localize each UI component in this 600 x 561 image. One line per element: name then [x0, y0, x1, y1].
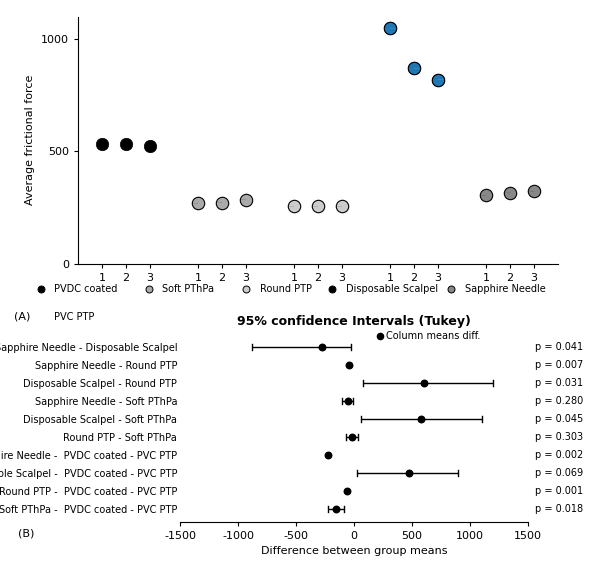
Text: p = 0.041: p = 0.041	[535, 342, 583, 352]
Text: p = 0.303: p = 0.303	[535, 432, 583, 442]
Point	[241, 195, 251, 204]
Text: Round PTP: Round PTP	[260, 284, 311, 294]
Text: p = 0.002: p = 0.002	[535, 450, 583, 460]
Point	[121, 139, 131, 148]
Text: PVDC coated: PVDC coated	[54, 284, 118, 294]
Point	[419, 379, 428, 388]
Point	[385, 24, 395, 33]
Text: p = 0.069: p = 0.069	[535, 468, 583, 478]
Text: (B): (B)	[18, 528, 34, 539]
Point	[409, 64, 419, 73]
Point	[331, 505, 341, 514]
Point	[317, 343, 326, 352]
Point	[342, 486, 352, 495]
Point	[375, 332, 385, 341]
Point	[416, 415, 426, 424]
Text: p = 0.031: p = 0.031	[535, 378, 583, 388]
Point	[193, 199, 203, 208]
Point	[505, 188, 515, 197]
Y-axis label: Average frictional force: Average frictional force	[25, 75, 35, 205]
Text: Column means diff.: Column means diff.	[386, 332, 481, 342]
Point	[347, 433, 356, 442]
Title: 95% confidence Intervals (Tukey): 95% confidence Intervals (Tukey)	[237, 315, 471, 328]
Text: PVC PTP: PVC PTP	[54, 312, 95, 322]
Point	[481, 191, 491, 200]
Point	[409, 64, 419, 73]
Point	[529, 187, 539, 196]
Point	[433, 75, 443, 84]
Point	[433, 75, 443, 84]
Text: Soft PThPa: Soft PThPa	[162, 284, 214, 294]
Text: Disposable Scalpel: Disposable Scalpel	[346, 284, 438, 294]
Point	[344, 361, 354, 370]
Point	[385, 24, 395, 33]
X-axis label: Difference between group means: Difference between group means	[261, 546, 447, 557]
Point	[145, 141, 155, 150]
Point	[343, 397, 352, 406]
Text: Sapphire Needle: Sapphire Needle	[465, 284, 545, 294]
Point	[323, 450, 333, 459]
Point	[313, 202, 323, 211]
Text: p = 0.007: p = 0.007	[535, 360, 583, 370]
Text: p = 0.018: p = 0.018	[535, 504, 583, 514]
Point	[337, 202, 347, 211]
Text: p = 0.001: p = 0.001	[535, 486, 583, 496]
Point	[404, 468, 413, 477]
Text: (A): (A)	[14, 312, 30, 322]
Point	[97, 139, 107, 148]
Point	[217, 198, 227, 207]
Point	[289, 202, 299, 211]
Text: p = 0.045: p = 0.045	[535, 414, 583, 424]
Text: p = 0.280: p = 0.280	[535, 396, 583, 406]
